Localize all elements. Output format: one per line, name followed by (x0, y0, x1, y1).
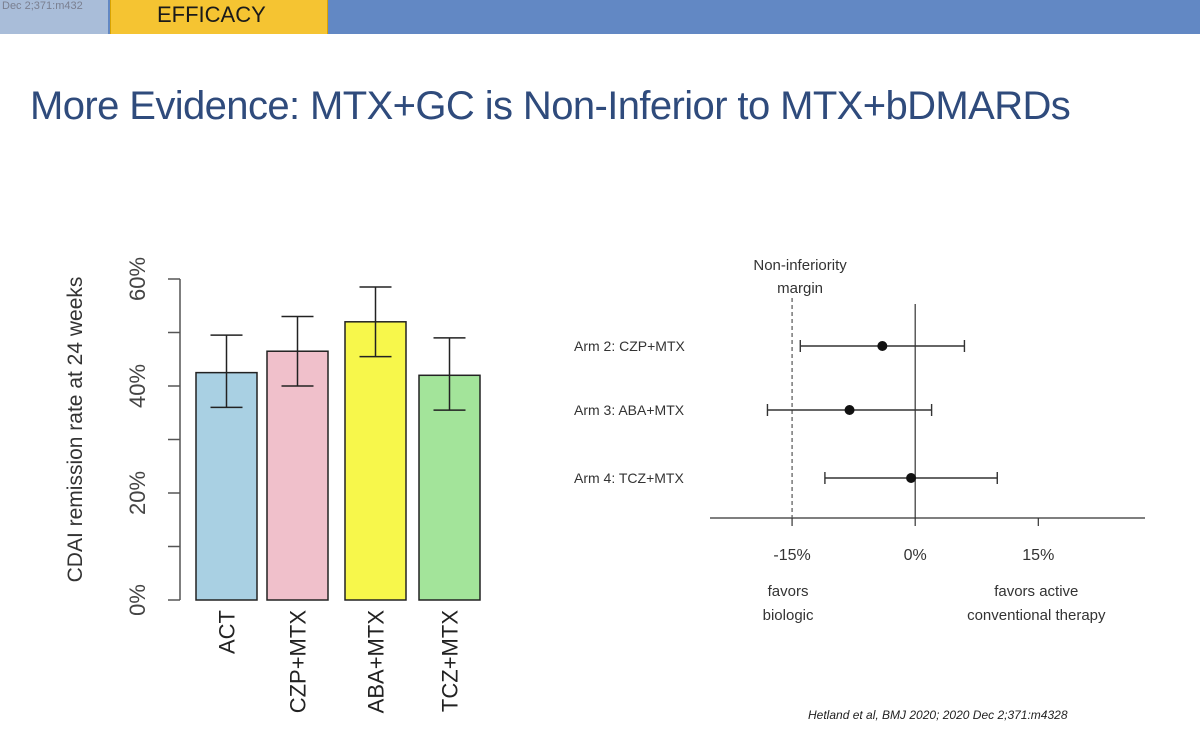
favors-biologic-label: favors biologic (763, 583, 814, 624)
category-label: ABA+MTX (364, 610, 389, 714)
bar (418, 374, 481, 601)
bar (266, 350, 329, 601)
category-label: CZP+MTX (286, 610, 311, 714)
arm-label: Arm 4: TCZ+MTX (574, 470, 684, 486)
favors-conventional-label-line: conventional therapy (967, 607, 1106, 624)
slide-title: More Evidence: MTX+GC is Non-Inferior to… (30, 84, 1071, 128)
favors-biologic-label-line: biologic (763, 607, 814, 624)
point-estimate (877, 341, 888, 351)
x-tick-label: -15% (773, 547, 810, 564)
point-estimate (844, 405, 855, 415)
corner-reference-text: Dec 2;371:m432 (0, 0, 108, 34)
arm-label: Arm 2: CZP+MTX (574, 338, 686, 354)
favors-conventional-label: favors active conventional therapy (967, 583, 1106, 624)
x-tick-label: 0% (904, 547, 927, 564)
forest-plot: Non-inferiority margin -15% 0% 15% Arm 2: CZP… (574, 257, 1145, 624)
bar (195, 371, 258, 601)
arm-label: Arm 3: ABA+MTX (574, 402, 685, 418)
y-tick-label: 40% (125, 364, 150, 408)
margin-annotation-line: margin (777, 280, 823, 297)
y-axis-title: CDAI remission rate at 24 weeks (64, 277, 87, 583)
favors-biologic-label-line: favors (768, 583, 809, 600)
category-label: ACT (215, 610, 240, 654)
margin-annotation: Non-inferiority margin (753, 257, 847, 297)
category-label: TCZ+MTX (438, 610, 463, 712)
point-estimate (906, 473, 917, 483)
section-tab-efficacy: EFFICACY (110, 0, 328, 34)
citation: Hetland et al, BMJ 2020; 2020 Dec 2;371:… (808, 708, 1068, 722)
y-tick-label: 20% (125, 471, 150, 515)
margin-annotation-line: Non-inferiority (753, 257, 847, 274)
favors-conventional-label-line: favors active (994, 583, 1078, 600)
bar-chart: 0% 20% 40% 60% CDAI remission rate at 24 wee… (64, 257, 481, 714)
y-tick-label: 60% (125, 257, 150, 301)
bar (344, 321, 407, 601)
x-tick-label: 15% (1022, 547, 1054, 564)
y-tick-label: 0% (125, 584, 150, 616)
